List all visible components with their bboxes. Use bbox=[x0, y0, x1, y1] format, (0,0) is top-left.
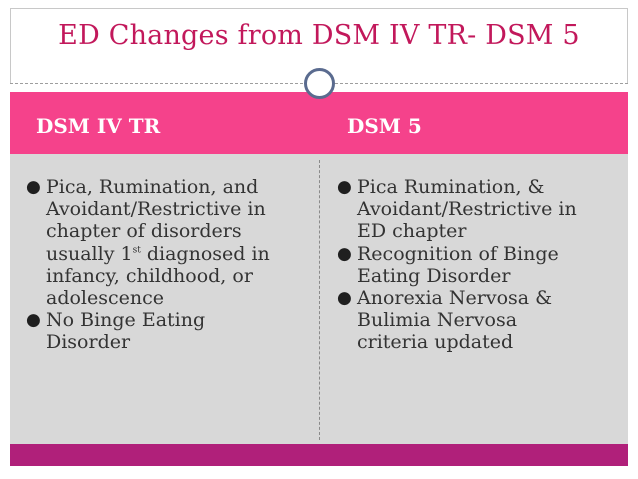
bullet-line: usually 1st diagnosed in bbox=[46, 243, 316, 265]
bullet-line: Recognition of Binge bbox=[357, 242, 559, 265]
header-band bbox=[10, 92, 628, 154]
bullet-line: criteria updated bbox=[357, 331, 514, 354]
bullet-line: No Binge Eating bbox=[46, 309, 206, 332]
ring-ornament-icon bbox=[304, 68, 335, 99]
footer-bar bbox=[10, 444, 628, 466]
filled-circle-bullet-icon: ● bbox=[26, 177, 41, 197]
bullet-item: ● Recognition of Binge Eating Disorder bbox=[337, 243, 622, 287]
filled-circle-bullet-icon: ● bbox=[337, 177, 352, 197]
bullet-line: Pica Rumination, & bbox=[357, 176, 545, 198]
bullet-line: Bulimia Nervosa bbox=[357, 309, 518, 332]
bullet-line: Eating Disorder bbox=[357, 264, 511, 287]
bullet-item: ● No Binge Eating Disorder bbox=[26, 309, 316, 353]
column-dsm-iv-tr: ● Pica, Rumination, and Avoidant/Restric… bbox=[26, 176, 316, 354]
filled-circle-bullet-icon: ● bbox=[337, 288, 352, 309]
bullet-item: ● Pica Rumination, & Avoidant/Restrictiv… bbox=[337, 176, 622, 243]
bullet-line: chapter of disorders bbox=[46, 220, 242, 243]
bullet-line: Disorder bbox=[46, 331, 131, 354]
slide-title: ED Changes from DSM IV TR- DSM 5 bbox=[58, 20, 580, 51]
bullet-line: Anorexia Nervosa & bbox=[357, 287, 553, 310]
bullet-line: adolescence bbox=[46, 287, 165, 310]
column-header-dsm-iv-tr: DSM IV TR bbox=[36, 114, 161, 138]
bullet-line: Pica, Rumination, and bbox=[46, 176, 259, 198]
ordinal-superscript: st bbox=[132, 245, 141, 256]
bullet-text: diagnosed in bbox=[140, 242, 270, 265]
bullet-item: ● Anorexia Nervosa & Bulimia Nervosa cri… bbox=[337, 287, 622, 354]
column-divider bbox=[319, 160, 320, 440]
bullet-text: usually 1 bbox=[46, 242, 133, 265]
column-header-dsm-5: DSM 5 bbox=[347, 114, 422, 138]
bullet-line: Avoidant/Restrictive in bbox=[46, 198, 266, 221]
filled-circle-bullet-icon: ● bbox=[26, 310, 41, 331]
bullet-line: ED chapter bbox=[357, 220, 467, 243]
title-frame bbox=[10, 8, 628, 84]
bullet-line: Avoidant/Restrictive in bbox=[357, 198, 577, 221]
bullet-line: infancy, childhood, or bbox=[46, 264, 253, 287]
bullet-item: ● Pica, Rumination, and Avoidant/Restric… bbox=[26, 176, 316, 309]
column-dsm-5: ● Pica Rumination, & Avoidant/Restrictiv… bbox=[337, 176, 622, 354]
filled-circle-bullet-icon: ● bbox=[337, 243, 352, 264]
